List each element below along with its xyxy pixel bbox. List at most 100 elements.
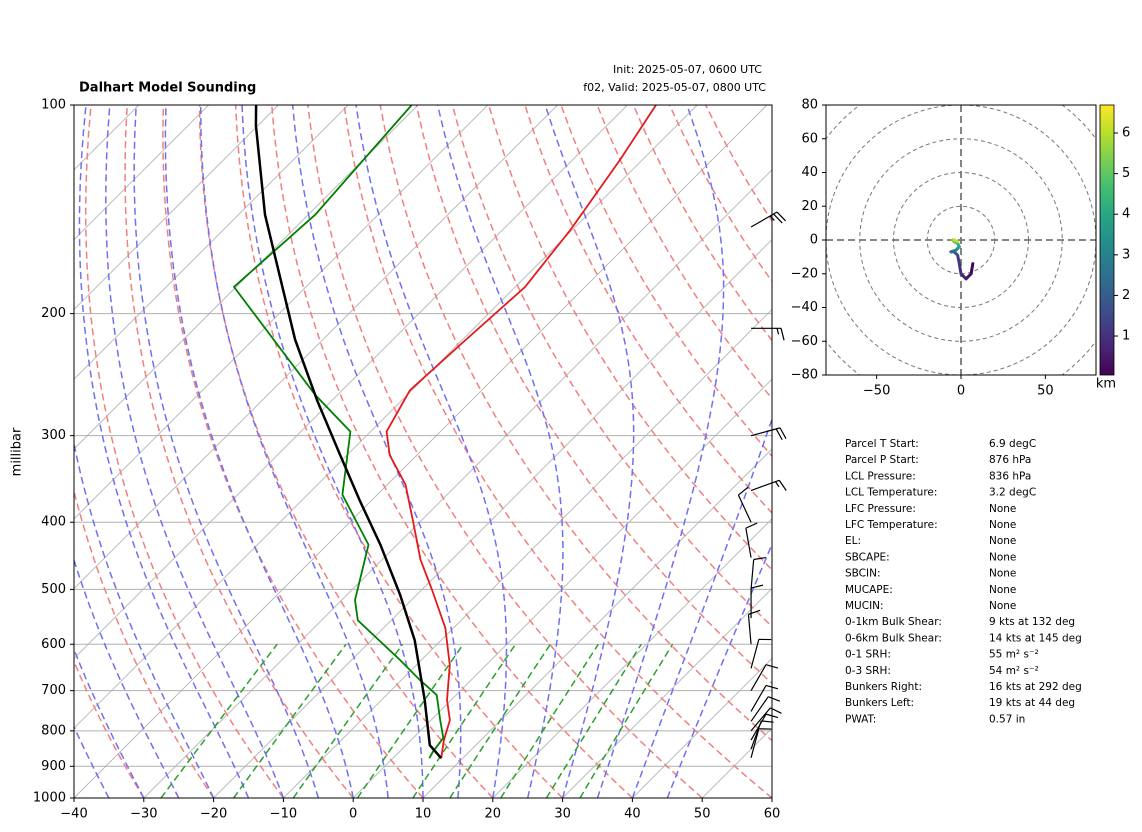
y-tick-label: 600: [41, 637, 66, 652]
parameter-label: MUCIN:: [845, 600, 884, 612]
wind-barb: [750, 556, 766, 590]
barb-staff: [750, 664, 767, 691]
parameter-value: 16 kts at 292 deg: [989, 681, 1082, 693]
dry-adiabat: [415, 105, 772, 685]
parameter-value: 836 hPa: [989, 470, 1031, 482]
moist-adiabat: [78, 105, 250, 798]
moist-adiabat: [291, 105, 462, 798]
barb-staff: [737, 494, 752, 523]
dry-adiabat: [560, 105, 772, 458]
dry-adiabat: [162, 105, 424, 798]
moist-adiabat: [596, 105, 725, 798]
y-tick-label: 1000: [33, 791, 66, 806]
hodograph-plot: [826, 105, 1096, 375]
parameter-label: MUCAPE:: [845, 584, 893, 596]
x-tick-label: 60: [764, 807, 781, 822]
mixing-ratio-line: [500, 643, 599, 798]
parameter-label: SBCAPE:: [845, 551, 890, 563]
dry-adiabat: [524, 105, 772, 514]
parameter-value: None: [989, 600, 1016, 612]
parameter-value: 9 kts at 132 deg: [989, 616, 1075, 628]
dry-adiabat: [379, 105, 772, 742]
y-tick-label: 40: [801, 165, 818, 180]
parameter-label: Bunkers Left:: [845, 697, 914, 709]
isotherm: [74, 105, 419, 450]
x-tick-label: 0: [957, 384, 965, 399]
isotherm: [352, 378, 772, 798]
barb-full: [765, 684, 779, 690]
moist-adiabat: [199, 105, 389, 798]
parameter-value: 0.57 in: [989, 713, 1025, 725]
isotherm: [632, 657, 772, 798]
parameter-value: 55 m² s⁻²: [989, 649, 1039, 661]
y-axis-label: millibar: [10, 427, 25, 476]
parameter-value: 876 hPa: [989, 454, 1031, 466]
parameter-label: EL:: [845, 535, 861, 547]
mixing-ratio-line: [412, 643, 517, 798]
y-tick-label: 80: [801, 98, 818, 113]
x-tick-label: −40: [60, 807, 87, 822]
x-tick-label: −30: [130, 807, 157, 822]
dry-adiabat: [124, 105, 354, 798]
barb-full: [779, 427, 787, 439]
parameter-label: 0-3 SRH:: [845, 665, 891, 677]
x-tick-label: 0: [349, 807, 357, 822]
parameter-value: None: [989, 551, 1016, 563]
parameter-label: LFC Pressure:: [845, 503, 916, 515]
barb-staff: [750, 696, 769, 722]
barb-full: [773, 213, 783, 224]
wind-barb: [750, 728, 772, 758]
barb-staff: [750, 559, 755, 590]
barb-staff: [750, 639, 760, 669]
dry-adiabat: [307, 105, 703, 798]
hodograph-segment: [957, 262, 963, 276]
isotherm: [143, 169, 772, 798]
x-tick-label: −20: [200, 807, 227, 822]
isotherm: [74, 105, 209, 241]
dry-adiabat: [271, 105, 633, 798]
barb-half: [776, 328, 780, 335]
wind-barb: [751, 327, 785, 341]
dry-adiabat: [84, 105, 285, 798]
barb-staff: [750, 713, 767, 741]
y-tick-label: −60: [791, 334, 818, 349]
barb-staff: [750, 479, 780, 492]
y-tick-label: 60: [801, 131, 818, 146]
parameter-value: None: [989, 568, 1016, 580]
mixing-ratio-line: [356, 643, 464, 798]
hodograph-segment: [969, 262, 975, 276]
parameter-value: None: [989, 535, 1016, 547]
x-tick-label: 20: [485, 807, 502, 822]
barb-full: [770, 707, 782, 714]
dry-adiabat: [343, 105, 772, 798]
parameter-value: None: [989, 584, 1016, 596]
barb-full: [738, 486, 749, 496]
isotherm: [492, 518, 772, 798]
isotherm: [422, 448, 772, 798]
mixing-ratio-line: [160, 643, 278, 798]
parameter-label: 0-6km Bulk Shear:: [845, 632, 942, 644]
y-tick-label: 100: [41, 98, 66, 113]
barb-staff: [750, 427, 781, 437]
barb-full: [748, 609, 761, 615]
barb-full: [778, 479, 787, 491]
parameter-label: SBCIN:: [845, 568, 881, 580]
barb-full: [765, 713, 779, 719]
wind-barb: [750, 584, 764, 619]
y-tick-label: −20: [791, 266, 818, 281]
overlay: −40 −30 −20 −10 0 10 20 30 40 50 60100200300400500…: [33, 98, 1130, 822]
wind-barb: [750, 696, 781, 722]
y-tick-label: 800: [41, 723, 66, 738]
isotherm: [283, 308, 772, 798]
profile-line: [254, 105, 443, 760]
wind-barb: [750, 684, 779, 712]
colorbar: [1099, 104, 1115, 376]
parameter-value: 3.2 degC: [989, 487, 1036, 499]
parameter-value: None: [989, 503, 1016, 515]
isotherm: [74, 105, 279, 311]
isotherm: [74, 105, 768, 798]
barb-half: [769, 215, 775, 221]
x-tick-label: 40: [624, 807, 641, 822]
parameter-value: 14 kts at 145 deg: [989, 632, 1082, 644]
wind-barb: [750, 638, 772, 669]
